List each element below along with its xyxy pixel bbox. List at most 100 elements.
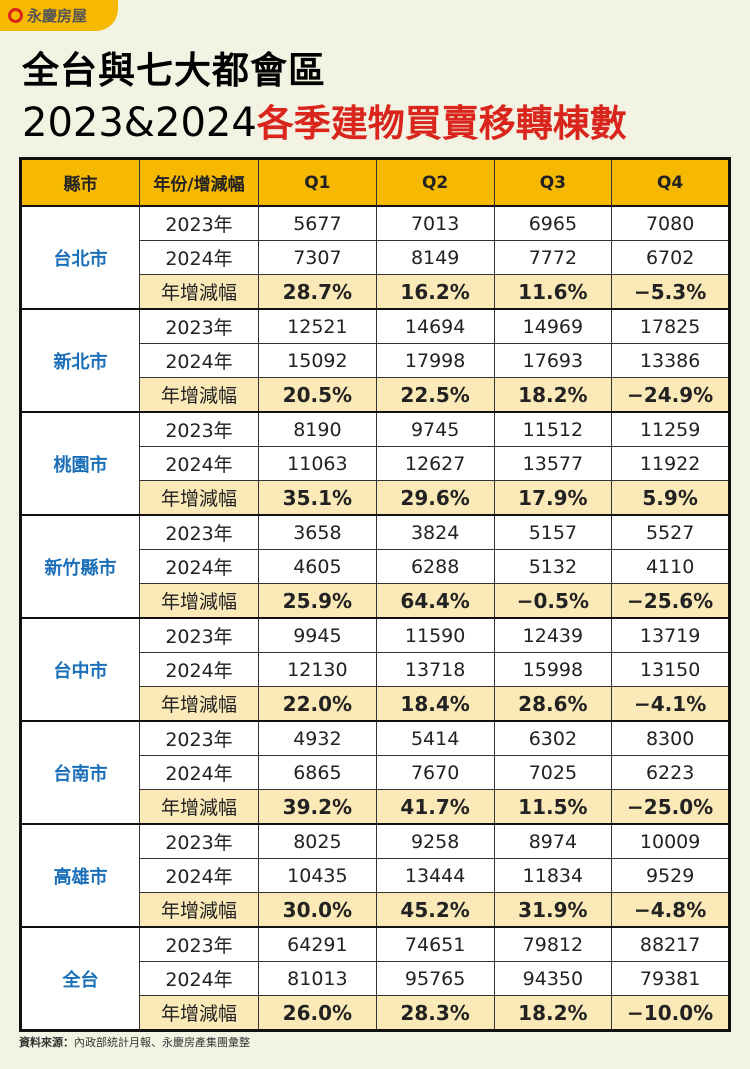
value-cell: 13577 xyxy=(493,446,613,481)
row-label: 年增減幅 xyxy=(139,995,259,1032)
value-cell: 6302 xyxy=(493,720,613,756)
value-cell: 7307 xyxy=(258,240,377,275)
table-row: 2024年 12130 13718 15998 13150 xyxy=(21,652,730,687)
value-cell: 88217 xyxy=(611,926,730,962)
value-cell: 16.2% xyxy=(375,274,495,310)
value-cell: −4.8% xyxy=(611,892,730,928)
value-cell: 94350 xyxy=(493,961,613,996)
logo-icon xyxy=(8,8,23,23)
title-years: 2023&2024 xyxy=(22,100,257,146)
table-row: 高雄市 2023年 8025 9258 8974 10009 xyxy=(20,823,730,928)
city-cell: 新竹縣市 xyxy=(20,514,140,619)
table-row: 年增減幅 35.1% 29.6% 17.9% 5.9% xyxy=(21,480,730,516)
column-header: 縣市 xyxy=(20,158,140,207)
value-cell: 95765 xyxy=(375,961,495,996)
value-cell: 39.2% xyxy=(258,789,377,825)
value-cell: 31.9% xyxy=(493,892,613,928)
value-cell: 29.6% xyxy=(375,480,495,516)
value-cell: 14969 xyxy=(493,308,613,344)
row-label: 2024年 xyxy=(139,446,259,481)
value-cell: 11834 xyxy=(493,858,613,893)
table-row: 年增減幅 30.0% 45.2% 31.9% −4.8% xyxy=(21,892,730,928)
value-cell: 12130 xyxy=(258,652,377,687)
value-cell: −25.6% xyxy=(611,583,730,619)
title-line2: 2023&2024各季建物買賣移轉棟數 xyxy=(22,93,627,147)
value-cell: 12627 xyxy=(375,446,495,481)
value-cell: 11512 xyxy=(493,411,613,447)
value-cell: 5.9% xyxy=(611,480,730,516)
value-cell: 8974 xyxy=(493,823,613,859)
value-cell: 18.4% xyxy=(375,686,495,722)
value-cell: 8149 xyxy=(375,240,495,275)
table-row: 年增減幅 28.7% 16.2% 11.6% −5.3% xyxy=(21,274,730,310)
value-cell: 22.5% xyxy=(375,377,495,413)
value-cell: 7080 xyxy=(611,205,730,241)
row-label: 2023年 xyxy=(139,823,259,859)
column-header: Q1 xyxy=(258,158,377,207)
row-label: 2023年 xyxy=(139,720,259,756)
data-table: 縣市 年份/增減幅 Q1 Q2 Q3 Q4 台北市 2023年 5677 7013 6965 708… xyxy=(19,157,731,1032)
value-cell: −24.9% xyxy=(611,377,730,413)
row-label: 2023年 xyxy=(139,514,259,550)
row-label: 年增減幅 xyxy=(139,583,259,619)
value-cell: 6965 xyxy=(493,205,613,241)
value-cell: 13150 xyxy=(611,652,730,687)
value-cell: 8190 xyxy=(258,411,377,447)
value-cell: 10435 xyxy=(258,858,377,893)
value-cell: 9745 xyxy=(375,411,495,447)
title-highlight: 各季建物買賣移轉棟數 xyxy=(256,102,627,145)
table-row: 台南市 2023年 4932 5414 6302 8300 xyxy=(20,720,730,825)
source-label: 資料來源： xyxy=(19,1036,74,1049)
value-cell: 11063 xyxy=(258,446,377,481)
value-cell: 10009 xyxy=(611,823,730,859)
value-cell: 7025 xyxy=(493,755,613,790)
row-label: 2024年 xyxy=(139,652,259,687)
value-cell: 26.0% xyxy=(258,995,377,1032)
table-row: 2024年 81013 95765 94350 79381 xyxy=(21,961,730,996)
table-row: 2024年 4605 6288 5132 4110 xyxy=(21,549,730,584)
city-cell: 台北市 xyxy=(20,205,140,310)
value-cell: −4.1% xyxy=(611,686,730,722)
value-cell: 64.4% xyxy=(375,583,495,619)
value-cell: 6865 xyxy=(258,755,377,790)
row-label: 年增減幅 xyxy=(139,274,259,310)
value-cell: 11259 xyxy=(611,411,730,447)
value-cell: −25.0% xyxy=(611,789,730,825)
row-label: 2024年 xyxy=(139,240,259,275)
table-row: 年增減幅 39.2% 41.7% 11.5% −25.0% xyxy=(21,789,730,825)
value-cell: 74651 xyxy=(375,926,495,962)
value-cell: 4605 xyxy=(258,549,377,584)
value-cell: 45.2% xyxy=(375,892,495,928)
value-cell: 7772 xyxy=(493,240,613,275)
city-cell: 台南市 xyxy=(20,720,140,825)
table-row: 桃園市 2023年 8190 9745 11512 11259 xyxy=(20,411,730,516)
value-cell: 17.9% xyxy=(493,480,613,516)
value-cell: 3824 xyxy=(375,514,495,550)
value-cell: 8300 xyxy=(611,720,730,756)
column-header: Q4 xyxy=(611,158,730,207)
row-label: 年增減幅 xyxy=(139,377,259,413)
row-label: 年增減幅 xyxy=(139,480,259,516)
row-label: 2024年 xyxy=(139,343,259,378)
value-cell: 11.5% xyxy=(493,789,613,825)
value-cell: 14694 xyxy=(375,308,495,344)
value-cell: 11.6% xyxy=(493,274,613,310)
city-cell: 全台 xyxy=(20,926,140,1032)
row-label: 2023年 xyxy=(139,617,259,653)
value-cell: 41.7% xyxy=(375,789,495,825)
value-cell: 28.7% xyxy=(258,274,377,310)
value-cell: 13718 xyxy=(375,652,495,687)
value-cell: 64291 xyxy=(258,926,377,962)
row-label: 年增減幅 xyxy=(139,892,259,928)
value-cell: 35.1% xyxy=(258,480,377,516)
value-cell: 11922 xyxy=(611,446,730,481)
value-cell: 5157 xyxy=(493,514,613,550)
city-cell: 桃園市 xyxy=(20,411,140,516)
value-cell: 7670 xyxy=(375,755,495,790)
value-cell: −10.0% xyxy=(611,995,730,1032)
table-row: 新竹縣市 2023年 3658 3824 5157 5527 xyxy=(20,514,730,619)
table-row: 台北市 2023年 5677 7013 6965 7080 xyxy=(20,205,730,310)
column-header: Q2 xyxy=(375,158,495,207)
column-header: 年份/增減幅 xyxy=(139,158,259,207)
value-cell: −5.3% xyxy=(611,274,730,310)
